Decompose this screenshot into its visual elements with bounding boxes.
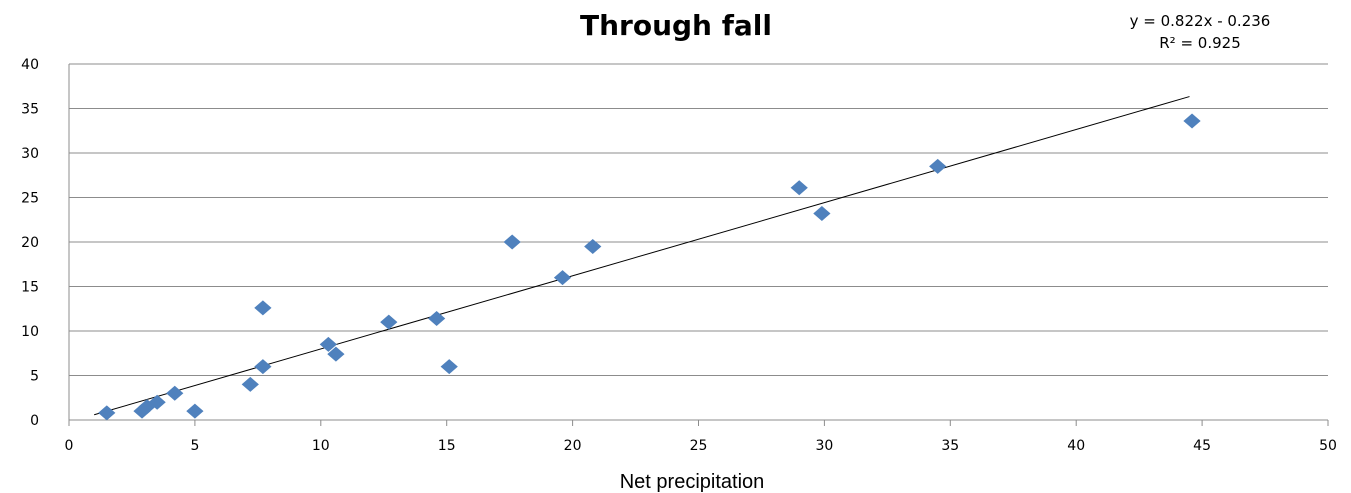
- data-point: [241, 376, 259, 392]
- data-point: [553, 270, 572, 286]
- gridlines: [69, 63, 1328, 376]
- data-point: [186, 403, 204, 419]
- x-tick-label: 35: [941, 438, 959, 454]
- data-point: [166, 385, 184, 401]
- y-tick-label: 10: [21, 324, 39, 340]
- y-tick-label: 30: [21, 146, 39, 162]
- trendline-r-squared: R² = 0.925: [1159, 34, 1240, 52]
- x-tick-label: 45: [1193, 438, 1211, 454]
- data-point: [254, 359, 272, 375]
- data-point: [254, 300, 272, 316]
- trendline: [94, 96, 1190, 416]
- y-tick-label: 20: [21, 235, 39, 251]
- x-tick-label: 40: [1067, 438, 1085, 454]
- y-tick-label: 40: [21, 57, 39, 73]
- data-point: [380, 314, 398, 330]
- data-point: [584, 238, 602, 254]
- x-tick-label: 30: [815, 438, 833, 454]
- y-tick-label: 25: [21, 191, 39, 207]
- data-point: [1183, 113, 1201, 129]
- data-point: [813, 206, 831, 222]
- x-tick-label: 25: [690, 438, 708, 454]
- data-point: [428, 311, 446, 327]
- x-tick-label: 20: [564, 438, 582, 454]
- y-tick-label: 0: [30, 413, 39, 429]
- data-point: [98, 405, 116, 421]
- x-tick-label: 5: [190, 438, 199, 454]
- x-axis-label: Net precipitation: [620, 471, 765, 493]
- data-point: [503, 234, 521, 250]
- x-tick-label: 50: [1319, 438, 1337, 454]
- axes: [68, 64, 1329, 426]
- trendline-equation: y = 0.822x - 0.236: [1130, 12, 1271, 30]
- x-tick-label: 10: [312, 438, 330, 454]
- data-point: [440, 359, 458, 375]
- y-tick-label: 5: [30, 369, 39, 385]
- chart-title: Through fall: [580, 9, 772, 42]
- tick-labels: 0 5 10 15 20 25 30 35 40 0 5 10 15 20 25 30 35 40 45 50: [21, 57, 1337, 454]
- data-point: [148, 394, 166, 410]
- x-tick-label: 0: [65, 438, 74, 454]
- data-point: [327, 346, 345, 362]
- data-point: [319, 336, 337, 352]
- data-points: [98, 113, 1201, 421]
- trendline-layer: [94, 96, 1190, 416]
- y-tick-label: 15: [21, 280, 39, 296]
- data-point: [929, 158, 947, 174]
- y-tick-label: 35: [21, 102, 39, 118]
- data-point: [790, 180, 808, 196]
- x-tick-label: 15: [438, 438, 456, 454]
